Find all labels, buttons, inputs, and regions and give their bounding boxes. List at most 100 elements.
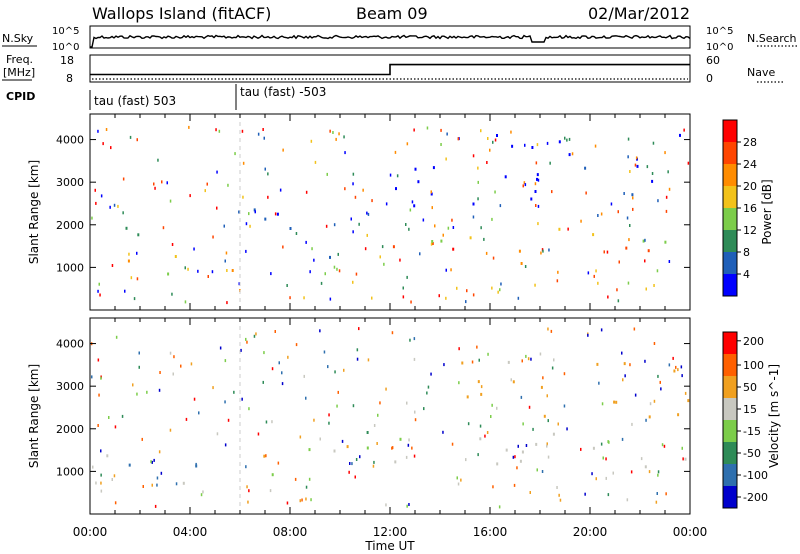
noise-cell <box>595 477 597 481</box>
colorbar-tick-label: -50 <box>743 447 761 460</box>
noise-cell <box>100 376 102 380</box>
noise-cell <box>216 432 219 436</box>
noise-cell <box>485 251 488 255</box>
noise-cell <box>450 268 452 272</box>
noise-cell <box>628 238 630 242</box>
nsearch-label: N.Search <box>747 32 797 45</box>
data-cell <box>592 233 595 237</box>
noise-cell <box>629 224 631 227</box>
data-cell <box>366 431 369 434</box>
noise-cell <box>414 410 416 414</box>
noise-cell <box>227 418 230 422</box>
data-cell <box>432 166 435 170</box>
noise-cell <box>218 129 221 133</box>
noise-cell <box>173 355 175 359</box>
noise-cell <box>310 139 313 143</box>
noise-cell <box>110 146 112 150</box>
noise-cell <box>656 492 658 495</box>
colorbar-swatch <box>723 376 737 398</box>
noise-cell <box>627 155 629 159</box>
noise-cell <box>606 250 609 254</box>
noise-cell <box>241 129 244 133</box>
station-title: Wallops Island (fitACF) <box>92 4 271 23</box>
data-cell <box>394 460 397 464</box>
noise-cell <box>98 282 100 286</box>
noise-cell <box>645 418 647 422</box>
noise-cell <box>92 465 94 469</box>
noise-cell <box>359 455 361 459</box>
noise-cell <box>458 347 460 351</box>
noise-cell <box>247 500 249 504</box>
noise-cell <box>631 422 633 426</box>
noise-cell <box>451 442 454 446</box>
colorbar-tick-label: 100 <box>743 359 764 372</box>
noise-cell <box>364 247 367 251</box>
time-xlabel: Time UT <box>364 539 415 553</box>
noise-cell <box>534 283 536 287</box>
noise-cell <box>443 363 445 367</box>
noise-cell <box>477 180 479 184</box>
noise-cell <box>607 493 610 497</box>
noise-cell <box>467 422 470 426</box>
noise-cell <box>371 199 373 203</box>
noise-cell <box>271 367 274 371</box>
x-tick-label: 00:00 <box>673 525 708 539</box>
data-cell <box>558 227 561 231</box>
noise-cell <box>234 152 236 156</box>
noise-cell <box>136 392 138 396</box>
noise-cell <box>546 141 549 145</box>
noise-cell <box>657 374 659 378</box>
colorbar-swatch <box>723 354 737 376</box>
noise-cell <box>551 190 553 194</box>
power-colorbar-label: Power [dB] <box>760 179 774 244</box>
noise-cell <box>476 345 478 349</box>
noise-cell <box>652 141 655 145</box>
noise-cell <box>257 432 260 436</box>
noise-cell <box>391 446 393 450</box>
noise-cell <box>653 399 656 403</box>
noise-cell <box>329 129 331 133</box>
noise-cell <box>356 348 359 352</box>
noise-cell <box>295 232 298 235</box>
noise-cell <box>479 424 482 428</box>
colorbar-swatch <box>723 142 737 164</box>
noise-cell <box>327 365 329 369</box>
noise-cell <box>97 424 99 427</box>
noise-cell <box>535 204 537 207</box>
noise-cell <box>409 338 411 342</box>
noise-cell <box>274 330 276 333</box>
colorbar-swatch <box>723 274 737 296</box>
noise-cell <box>338 132 340 136</box>
noise-cell <box>233 390 235 394</box>
x-tick-label: 00:00 <box>73 525 108 539</box>
noise-cell <box>329 297 332 301</box>
colorbar-swatch <box>723 164 737 186</box>
noise-cell <box>542 376 544 380</box>
noise-cell <box>202 490 204 494</box>
noise-cell <box>564 136 566 140</box>
x-tick-label: 04:00 <box>173 525 208 539</box>
noise-cell <box>617 299 620 303</box>
data-cell <box>395 187 397 191</box>
noise-cell <box>492 485 494 489</box>
noise-cell <box>445 296 447 300</box>
noise-cell <box>254 210 256 214</box>
noise-cell <box>548 248 550 252</box>
noise-cell <box>460 478 462 482</box>
colorbar-tick-label: 200 <box>743 335 764 348</box>
noise-cell <box>354 195 357 199</box>
noise-cell <box>547 455 550 459</box>
noise-cell <box>566 427 568 431</box>
freq-label: Freq. <box>6 53 33 66</box>
data-cell <box>677 413 680 417</box>
noise-cell <box>665 209 668 213</box>
noise-cell <box>657 199 659 203</box>
data-cell <box>644 465 647 469</box>
x-tick-label: 12:00 <box>373 525 408 539</box>
noise-cell <box>193 247 195 251</box>
noise-cell <box>242 161 245 165</box>
noise-cell <box>314 160 317 164</box>
noise-cell <box>212 235 214 239</box>
noise-cell <box>472 293 475 297</box>
noise-cell <box>255 332 257 336</box>
